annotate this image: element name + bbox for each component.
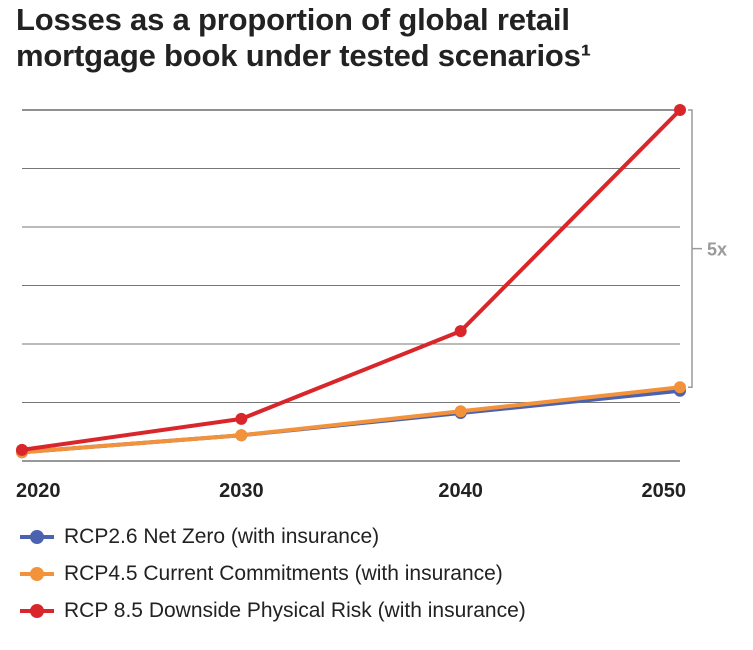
data-point [454, 405, 467, 418]
x-tick-label: 2050 [642, 480, 687, 502]
data-point [235, 429, 248, 442]
x-tick-label: 2020 [16, 480, 61, 502]
chart-title: Losses as a proportion of global retail … [16, 2, 591, 73]
legend-item: RCP2.6 Net Zero (with insurance) [20, 518, 526, 555]
data-point [674, 381, 686, 394]
legend-item: RCP4.5 Current Commitments (with insuran… [20, 555, 526, 592]
legend: RCP2.6 Net Zero (with insurance) RCP4.5 C… [20, 518, 526, 629]
data-point [674, 104, 686, 116]
legend-swatch [20, 603, 54, 618]
legend-swatch [20, 566, 54, 581]
legend-item: RCP 8.5 Downside Physical Risk (with ins… [20, 592, 526, 629]
data-point [454, 325, 467, 338]
legend-swatch [20, 529, 54, 544]
x-tick-label: 2040 [438, 480, 483, 502]
series-line [21, 385, 681, 455]
legend-label: RCP4.5 Current Commitments (with insuran… [64, 561, 503, 585]
x-tick-label: 2030 [219, 480, 264, 502]
annotation-label: 5x [707, 240, 727, 260]
series-line [21, 108, 682, 452]
data-point [16, 443, 28, 456]
legend-label: RCP 8.5 Downside Physical Risk (with ins… [64, 598, 526, 622]
data-point [235, 412, 248, 425]
annotation-bracket [688, 109, 693, 389]
legend-label: RCP2.6 Net Zero (with insurance) [64, 524, 380, 548]
